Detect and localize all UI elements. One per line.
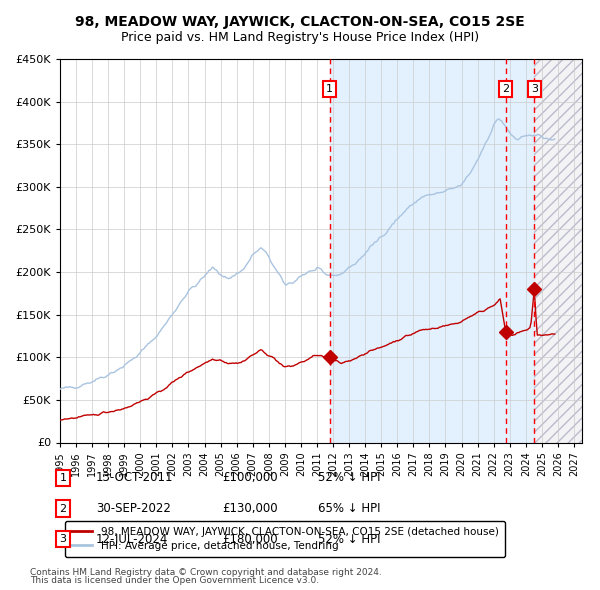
Text: 12-JUL-2024: 12-JUL-2024 (96, 533, 169, 546)
Bar (329, 59, 534, 442)
Text: 13-OCT-2011: 13-OCT-2011 (96, 471, 173, 484)
Text: This data is licensed under the Open Government Licence v3.0.: This data is licensed under the Open Gov… (30, 576, 319, 585)
Text: Price paid vs. HM Land Registry's House Price Index (HPI): Price paid vs. HM Land Registry's House … (121, 31, 479, 44)
Bar (534, 59, 582, 442)
Text: 3: 3 (531, 84, 538, 94)
Bar (534, 59, 582, 442)
Text: 98, MEADOW WAY, JAYWICK, CLACTON-ON-SEA, CO15 2SE: 98, MEADOW WAY, JAYWICK, CLACTON-ON-SEA,… (75, 15, 525, 29)
Text: £100,000: £100,000 (222, 471, 278, 484)
Text: 3: 3 (59, 535, 67, 544)
Text: 2: 2 (59, 504, 67, 513)
Text: 30-SEP-2022: 30-SEP-2022 (96, 502, 171, 515)
Text: £180,000: £180,000 (222, 533, 278, 546)
Text: 52% ↓ HPI: 52% ↓ HPI (318, 471, 380, 484)
Text: £130,000: £130,000 (222, 502, 278, 515)
Text: 52% ↓ HPI: 52% ↓ HPI (318, 533, 380, 546)
Text: 1: 1 (326, 84, 333, 94)
Text: 65% ↓ HPI: 65% ↓ HPI (318, 502, 380, 515)
Text: Contains HM Land Registry data © Crown copyright and database right 2024.: Contains HM Land Registry data © Crown c… (30, 568, 382, 577)
Text: 1: 1 (59, 473, 67, 483)
Legend: 98, MEADOW WAY, JAYWICK, CLACTON-ON-SEA, CO15 2SE (detached house), HPI: Average: 98, MEADOW WAY, JAYWICK, CLACTON-ON-SEA,… (65, 520, 505, 557)
Text: 2: 2 (502, 84, 509, 94)
